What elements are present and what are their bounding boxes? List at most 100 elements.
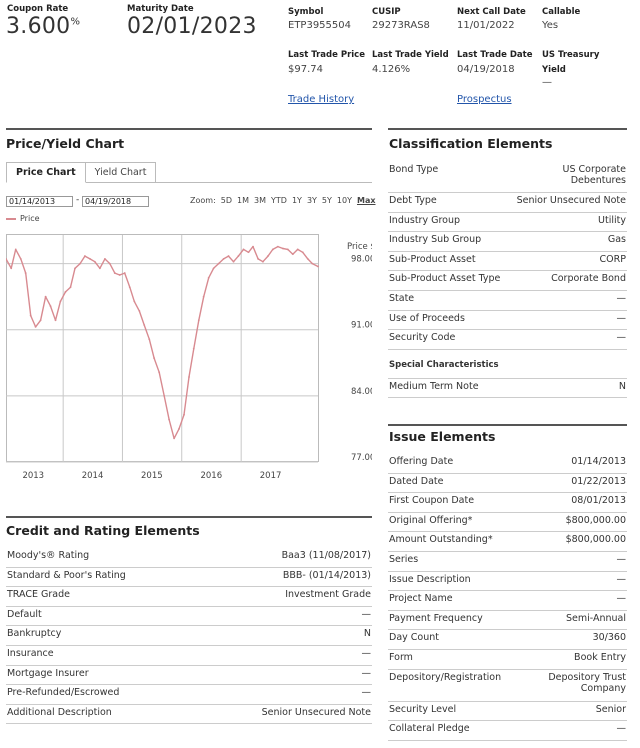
special-characteristics-heading: Special Characteristics <box>389 359 499 370</box>
us-treasury-yield-value: — <box>542 77 552 88</box>
maturity-date-value: 02/01/2023 <box>127 14 257 39</box>
row-value: — <box>361 647 372 659</box>
row-value: — <box>616 573 627 585</box>
row-value: Corporate Bond <box>551 273 626 285</box>
row-label: Sub-Product Asset <box>389 253 476 265</box>
price-point <box>138 309 141 312</box>
row-label: Issue Description <box>389 573 471 585</box>
row-label: Industry Sub Group <box>389 234 482 246</box>
price-point <box>291 253 294 256</box>
price-point <box>34 326 37 328</box>
table-row: Original Offering* $800,000.00 <box>388 513 627 533</box>
row-value: 01/22/2013 <box>571 475 626 487</box>
to-date-input[interactable]: 04/19/2018 <box>82 196 149 207</box>
table-row: State — <box>388 291 627 311</box>
zoom-5y[interactable]: 5Y <box>321 196 332 205</box>
zoom-1y[interactable]: 1Y <box>291 196 302 205</box>
price-point <box>44 295 47 298</box>
row-value: Semi-Annual <box>565 612 626 624</box>
cusip-label: CUSIP <box>372 7 401 17</box>
price-point <box>317 265 319 268</box>
price-point <box>306 257 309 260</box>
tab-yield-chart[interactable]: Yield Chart <box>85 162 157 183</box>
from-date-input[interactable]: 01/14/2013 <box>6 196 73 207</box>
zoom-3y[interactable]: 3Y <box>306 196 317 205</box>
row-label: Security Code <box>389 332 456 344</box>
last-trade-date-value: 04/19/2018 <box>457 64 515 75</box>
row-value: 08/01/2013 <box>571 495 626 507</box>
y-tick-label: 98.00 <box>351 255 372 265</box>
special-characteristics-table: Medium Term Note N <box>388 377 627 399</box>
maturity-date-label: Maturity Date <box>127 4 194 14</box>
row-value: Senior Unsecured Note <box>261 706 371 718</box>
row-label: Security Level <box>389 703 457 715</box>
table-row: Use of Proceeds — <box>388 311 627 331</box>
price-point <box>217 262 220 265</box>
trade-history-link[interactable]: Trade History <box>288 94 355 105</box>
row-value: Senior Unsecured Note <box>516 195 626 206</box>
price-point <box>311 262 314 265</box>
price-point <box>10 267 13 270</box>
row-value: Utility <box>598 214 626 226</box>
tab-price-chart[interactable]: Price Chart <box>6 162 86 183</box>
symbol-value: ETP3955504 <box>288 20 351 31</box>
table-row: Insurance — <box>6 646 372 666</box>
price-point <box>192 347 195 350</box>
price-point <box>232 260 235 263</box>
row-label: Mortgage Insurer <box>7 667 89 679</box>
price-point <box>59 300 62 303</box>
table-row: Dated Date 01/22/2013 <box>388 474 627 494</box>
row-value: — <box>361 608 372 620</box>
zoom-10y[interactable]: 10Y <box>336 196 352 205</box>
price-point <box>128 286 131 289</box>
table-row: Bankruptcy N <box>6 626 372 646</box>
classification-table: Bond Type US Corporate Debentures Debt Typ… <box>388 162 627 399</box>
price-point <box>178 428 180 430</box>
table-row: Additional Description Senior Unsecured N… <box>6 705 372 725</box>
price-point <box>296 248 299 251</box>
callable-label: Callable <box>542 7 581 17</box>
row-label: Moody's® Rating <box>7 550 90 561</box>
price-point <box>247 251 250 254</box>
last-trade-yield-value: 4.126% <box>372 64 411 75</box>
price-point <box>89 257 91 260</box>
row-label: Additional Description <box>7 706 112 718</box>
coupon-rate-label: Coupon Rate <box>7 4 69 14</box>
row-value: Baa3 (11/08/2017) <box>281 550 371 561</box>
zoom-ytd[interactable]: YTD <box>271 196 287 205</box>
row-label: Project Name <box>389 593 453 605</box>
table-row: Form Book Entry <box>388 650 627 670</box>
section-rule <box>6 128 372 130</box>
zoom-max[interactable]: Max <box>356 196 376 205</box>
price-series-line <box>6 245 319 440</box>
row-label: Industry Group <box>389 214 461 226</box>
price-point <box>6 257 7 260</box>
last-trade-date-label: Last Trade Date <box>457 50 533 60</box>
row-value: 30/360 <box>592 632 626 644</box>
row-label: Original Offering* <box>389 514 473 526</box>
price-point <box>153 357 156 359</box>
chart-legend: Price <box>6 214 40 223</box>
price-point <box>104 257 106 260</box>
table-row: Debt Type Senior Unsecured Note <box>388 193 627 213</box>
table-row: Pre-Refunded/Escrowed — <box>6 685 372 705</box>
row-value: $800,000.00 <box>565 534 626 546</box>
next-call-date-label: Next Call Date <box>457 7 526 17</box>
row-value: — <box>616 332 627 344</box>
price-point <box>168 418 170 421</box>
price-point <box>24 272 27 274</box>
row-label: Insurance <box>7 647 54 659</box>
price-point <box>64 291 67 293</box>
us-treasury-yield-label: US Treasury Yield <box>542 50 600 75</box>
zoom-bar: Zoom: 5D 1M 3M YTD 1Y 3Y 5Y 10Y Max <box>190 196 376 205</box>
table-row: Sub-Product Asset CORP <box>388 252 627 272</box>
price-point <box>133 300 136 303</box>
zoom-5d[interactable]: 5D <box>220 196 233 205</box>
price-point <box>163 394 166 397</box>
zoom-1m[interactable]: 1M <box>237 196 250 205</box>
zoom-3m[interactable]: 3M <box>254 196 267 205</box>
table-row: Depository/Registration Depository Trust … <box>388 670 627 702</box>
prospectus-link[interactable]: Prospectus <box>457 94 512 105</box>
price-point <box>197 319 200 322</box>
row-label: Bond Type <box>389 164 439 175</box>
